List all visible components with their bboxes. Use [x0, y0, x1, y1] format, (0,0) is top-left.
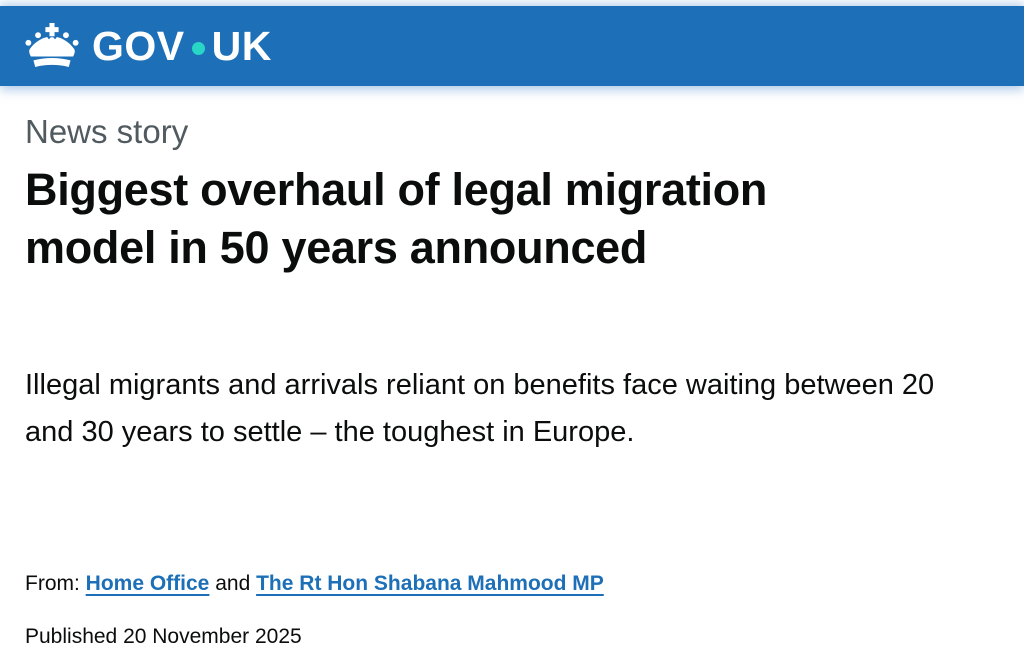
published-date: Published 20 November 2025: [25, 624, 302, 648]
lead-paragraph: Illegal migrants and arrivals reliant on…: [25, 368, 935, 449]
logotype-gov: GOV: [92, 22, 185, 69]
from-label: From:: [25, 572, 80, 596]
link-minister[interactable]: The Rt Hon Shabana Mahmood MP: [256, 572, 604, 596]
from-metadata: From: Home Office and The Rt Hon Shabana…: [25, 569, 999, 598]
logotype-uk: UK: [211, 22, 272, 69]
from-conjunction: and: [215, 572, 251, 596]
crown-icon: [24, 22, 80, 70]
link-home-office[interactable]: Home Office: [85, 572, 210, 596]
logotype-dot-icon: [191, 41, 205, 55]
govuk-logotype: GOV UK: [92, 22, 272, 69]
govuk-header: GOV UK: [0, 6, 1024, 86]
article-type-caption: News story: [25, 113, 189, 150]
article-content: News story Biggest overhaul of legal mig…: [0, 86, 1024, 651]
govuk-logo-link[interactable]: GOV UK: [24, 22, 272, 70]
page-title: Biggest overhaul of legal migration mode…: [25, 163, 768, 274]
